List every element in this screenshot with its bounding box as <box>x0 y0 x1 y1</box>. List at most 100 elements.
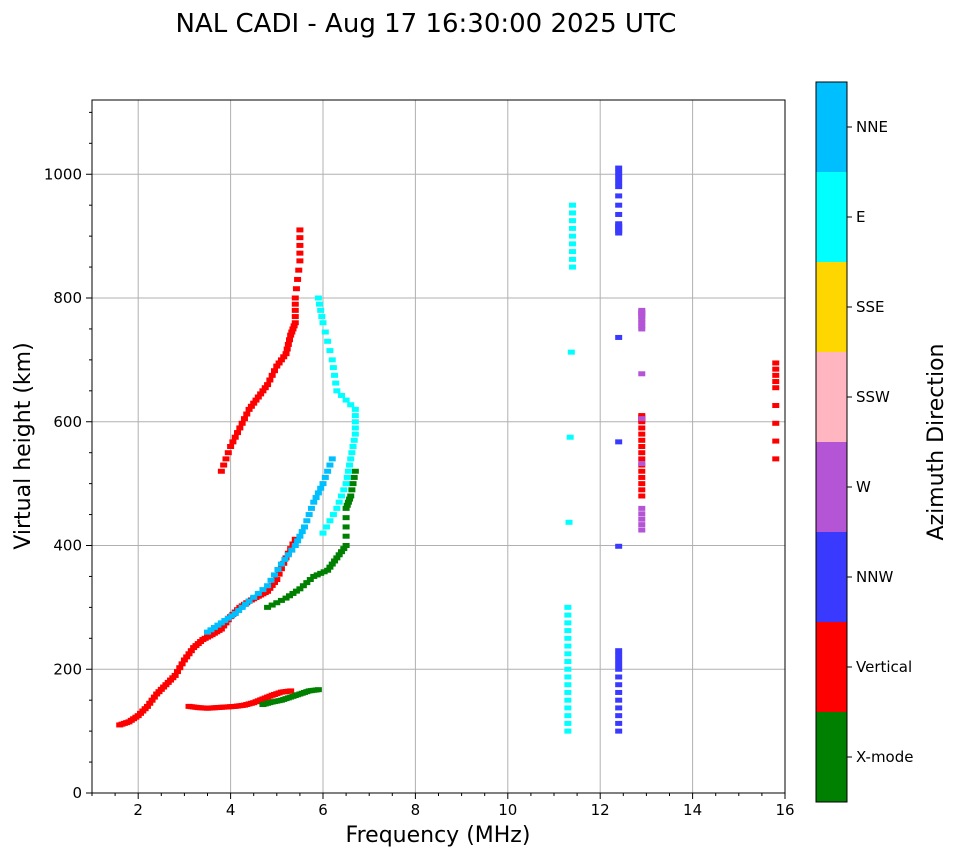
data-point <box>290 323 298 329</box>
data-point <box>321 329 329 335</box>
data-point <box>615 184 623 190</box>
data-point <box>333 505 341 511</box>
data-point <box>638 493 646 499</box>
data-point <box>351 425 359 431</box>
data-point <box>615 662 623 668</box>
data-point <box>638 444 646 449</box>
data-point <box>291 295 299 301</box>
data-point <box>305 512 313 518</box>
x-axis-ticks: 2 4 6 8 10 12 14 16 <box>91 793 795 819</box>
data-point <box>568 202 576 208</box>
data-point <box>638 505 646 511</box>
data-point <box>264 583 272 589</box>
data-point <box>328 357 336 363</box>
data-point <box>274 566 282 572</box>
data-point <box>343 474 351 480</box>
data-point <box>638 450 646 456</box>
data-point <box>615 720 623 726</box>
data-point <box>266 585 274 591</box>
data-point <box>294 538 302 544</box>
data-point <box>314 490 322 496</box>
data-point <box>615 689 623 695</box>
data-point <box>284 341 292 347</box>
data-point <box>638 416 646 422</box>
data-point <box>333 388 341 394</box>
data-point <box>270 572 278 578</box>
data-point <box>252 397 260 403</box>
data-point <box>176 665 184 671</box>
data-point <box>143 703 151 709</box>
colorbar-segment <box>816 532 847 622</box>
data-point <box>291 314 299 320</box>
data-point <box>351 431 359 437</box>
data-point <box>324 468 332 474</box>
data-point <box>236 425 244 431</box>
data-point <box>277 357 285 363</box>
x-tick-label: 10 <box>498 801 517 819</box>
data-point <box>173 669 181 675</box>
series-vertical <box>185 688 295 711</box>
data-point <box>329 365 337 371</box>
data-point <box>564 659 572 665</box>
data-point <box>615 170 623 176</box>
data-point <box>180 657 188 663</box>
data-point <box>638 371 646 377</box>
data-point <box>337 493 345 499</box>
data-point <box>615 652 623 658</box>
data-point <box>314 687 322 693</box>
data-point <box>254 590 262 596</box>
data-point <box>564 635 572 641</box>
data-point <box>240 416 248 422</box>
data-point <box>350 474 358 480</box>
data-point <box>615 728 623 734</box>
data-point <box>238 420 246 426</box>
data-point <box>564 628 572 634</box>
data-point <box>301 524 309 530</box>
data-point <box>288 547 296 553</box>
data-point <box>564 612 572 618</box>
data-point <box>333 555 341 561</box>
data-point <box>340 487 348 493</box>
data-point <box>351 419 359 425</box>
data-point <box>273 577 281 583</box>
data-point <box>347 456 355 462</box>
data-point <box>291 301 299 307</box>
data-point <box>326 462 334 468</box>
data-point <box>638 307 646 313</box>
data-point <box>615 666 623 672</box>
data-point <box>306 577 314 583</box>
data-point <box>286 337 294 343</box>
data-point <box>319 481 327 487</box>
data-point <box>772 366 780 372</box>
data-point <box>294 276 302 282</box>
data-point <box>568 256 576 262</box>
data-point <box>259 587 267 593</box>
colorbar-tick-label: SSE <box>856 298 885 316</box>
data-point <box>296 533 304 539</box>
data-point <box>772 372 780 378</box>
data-point <box>772 420 780 426</box>
data-point <box>342 505 350 511</box>
data-point <box>146 700 154 706</box>
data-point <box>243 411 251 417</box>
data-point <box>564 720 572 726</box>
y-tick-label: 600 <box>53 413 82 431</box>
data-point <box>344 468 352 474</box>
data-point <box>224 450 232 456</box>
data-point <box>342 515 350 521</box>
data-point <box>340 546 348 552</box>
data-point <box>568 264 576 270</box>
data-point <box>291 307 299 313</box>
series-e <box>564 202 576 734</box>
data-point <box>331 372 339 378</box>
data-point <box>638 474 646 480</box>
data-point <box>346 496 354 502</box>
data-point <box>564 620 572 626</box>
data-point <box>564 604 572 610</box>
colorbar-tick-label: NNW <box>856 568 893 586</box>
data-point <box>615 705 623 711</box>
data-point <box>638 317 646 323</box>
data-point <box>319 530 327 536</box>
colorbar-segment <box>816 442 847 532</box>
